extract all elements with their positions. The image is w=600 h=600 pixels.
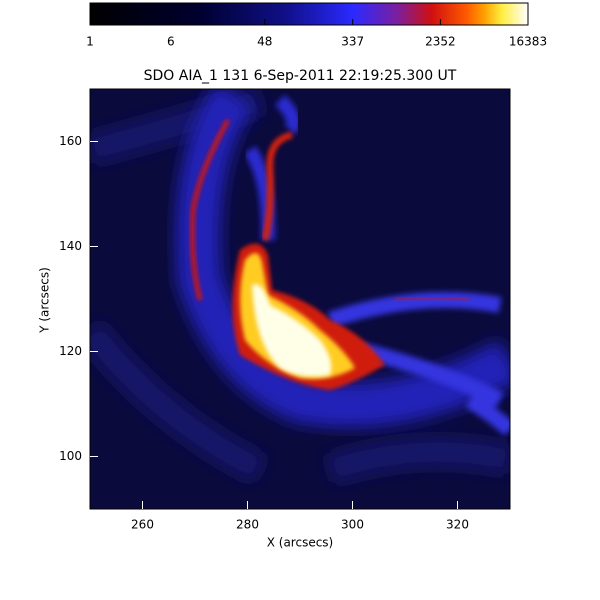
colorbar-tick-label: 337 xyxy=(341,35,364,49)
x-tick-label: 300 xyxy=(341,518,364,532)
solar-image xyxy=(90,89,510,509)
colorbar-tick-label: 2352 xyxy=(425,35,456,49)
x-tick-label: 260 xyxy=(131,518,154,532)
x-tick-label: 320 xyxy=(446,518,469,532)
y-tick-label: 160 xyxy=(59,134,82,148)
colorbar-tick-label: 48 xyxy=(257,35,272,49)
colorbar-tick-label: 6 xyxy=(167,35,175,49)
chart-title: SDO AIA_1 131 6-Sep-2011 22:19:25.300 UT xyxy=(144,68,457,84)
plot-frame xyxy=(89,88,511,510)
x-tick-label: 280 xyxy=(236,518,259,532)
y-axis-label: Y (arcsecs) xyxy=(38,267,52,334)
colorbar xyxy=(89,2,529,26)
y-tick-label: 100 xyxy=(59,449,82,463)
y-tick-label: 140 xyxy=(59,239,82,253)
y-tick-label: 120 xyxy=(59,344,82,358)
x-axis-label: X (arcsecs) xyxy=(267,536,334,550)
colorbar-tick-label: 16383 xyxy=(509,35,547,49)
colorbar-tick-label: 1 xyxy=(86,35,94,49)
